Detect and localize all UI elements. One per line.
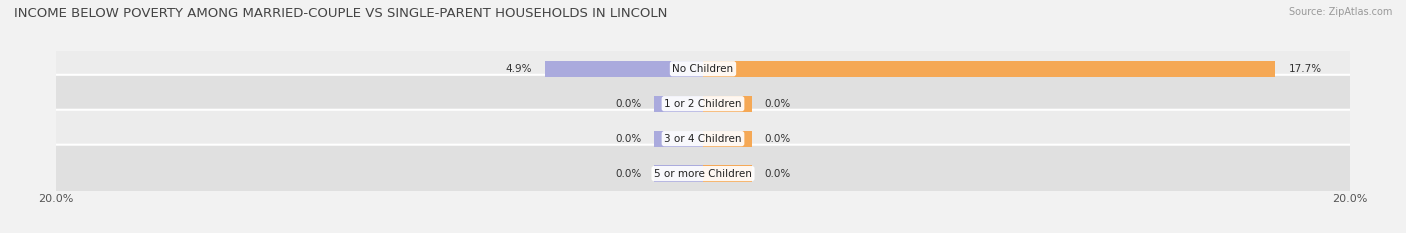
Bar [703,130,752,147]
FancyBboxPatch shape [46,110,1360,168]
Text: 0.0%: 0.0% [765,169,790,178]
Text: 17.7%: 17.7% [1288,64,1322,74]
Bar [703,61,1275,77]
Text: 4.9%: 4.9% [505,64,531,74]
FancyBboxPatch shape [46,75,1360,133]
FancyBboxPatch shape [46,40,1360,98]
Text: 0.0%: 0.0% [765,99,790,109]
Bar [703,96,752,112]
Bar [544,61,703,77]
Text: No Children: No Children [672,64,734,74]
Bar [655,96,703,112]
Text: 0.0%: 0.0% [765,134,790,144]
Text: 5 or more Children: 5 or more Children [654,169,752,178]
Bar [655,165,703,182]
Bar [703,165,752,182]
Text: INCOME BELOW POVERTY AMONG MARRIED-COUPLE VS SINGLE-PARENT HOUSEHOLDS IN LINCOLN: INCOME BELOW POVERTY AMONG MARRIED-COUPL… [14,7,668,20]
FancyBboxPatch shape [46,145,1360,202]
Text: 3 or 4 Children: 3 or 4 Children [664,134,742,144]
Text: 0.0%: 0.0% [616,99,641,109]
Text: 0.0%: 0.0% [616,169,641,178]
Bar [655,130,703,147]
Text: 1 or 2 Children: 1 or 2 Children [664,99,742,109]
Text: Source: ZipAtlas.com: Source: ZipAtlas.com [1288,7,1392,17]
Text: 0.0%: 0.0% [616,134,641,144]
